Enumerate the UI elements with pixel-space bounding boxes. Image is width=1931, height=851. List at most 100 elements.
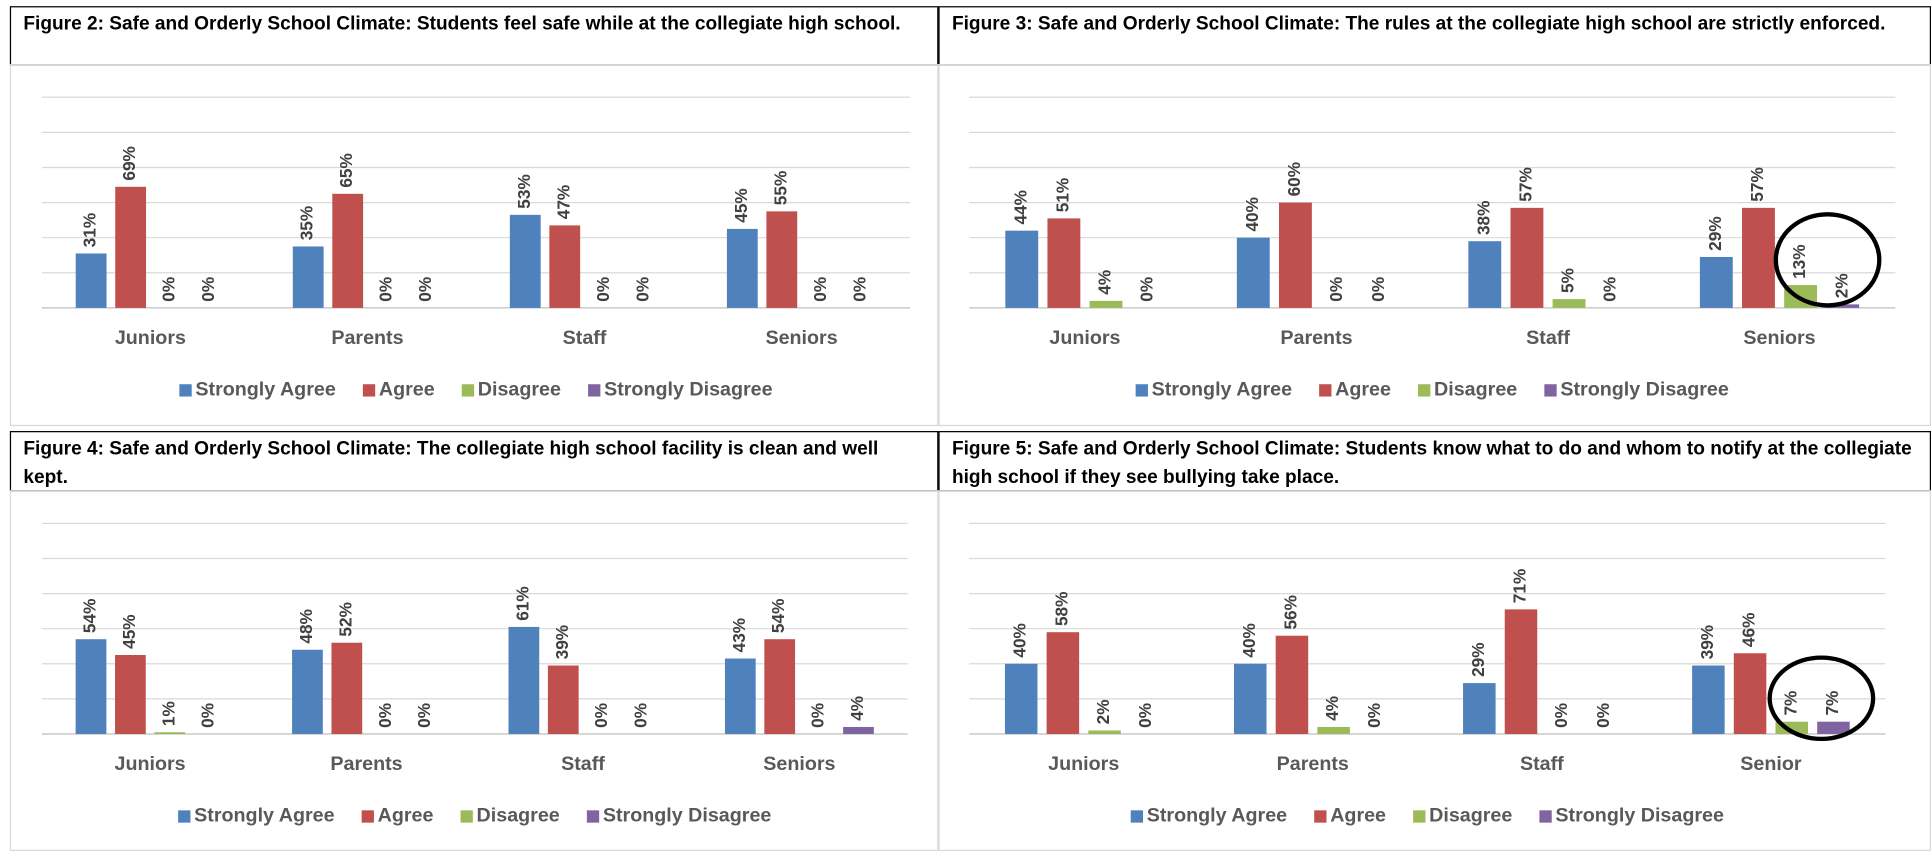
data-label: 69% [119, 146, 139, 181]
x-tick-label: Parents [331, 327, 403, 349]
data-label: 0% [1135, 703, 1155, 728]
data-label: 65% [336, 153, 356, 187]
bar [1463, 683, 1496, 734]
data-label: 0% [415, 277, 435, 302]
data-label: 0% [414, 703, 434, 728]
data-label: 44% [1010, 190, 1030, 225]
legend-label: Strongly Disagree [603, 805, 772, 827]
data-label: 29% [1705, 216, 1725, 251]
bar [764, 639, 796, 734]
legend-swatch [460, 810, 473, 823]
data-label: 53% [514, 174, 534, 208]
data-label: 0% [1593, 703, 1613, 728]
data-label: 4% [1322, 696, 1342, 721]
legend-label: Agree [378, 805, 434, 827]
bar [843, 726, 874, 734]
x-tick-label: Senior [1740, 753, 1802, 775]
x-tick-label: Parents [1277, 753, 1349, 775]
legend-label: Disagree [477, 805, 560, 827]
bar [1275, 635, 1309, 734]
bar [549, 225, 581, 308]
data-label: 0% [1137, 277, 1157, 302]
chart: Juniors 31% 69% 0% 0% Parents 35% 65% 0% 0% Staff 5… [41, 96, 911, 401]
data-label: 48% [296, 609, 316, 644]
data-label: 0% [1600, 277, 1620, 302]
bar [724, 658, 756, 734]
x-tick-label: Parents [330, 753, 402, 775]
bar [292, 649, 323, 734]
data-label: 0% [376, 277, 396, 302]
data-label: 54% [80, 599, 100, 634]
chart: Juniors 44% 51% 4% 0% Parents 40% 60% 0% 0% Staff 3… [969, 96, 1896, 401]
data-label: 56% [1280, 595, 1300, 630]
data-label: 57% [1515, 167, 1535, 201]
bar [1742, 207, 1775, 308]
bar [1233, 663, 1267, 734]
bar [1089, 300, 1123, 308]
data-label: 5% [1558, 268, 1578, 293]
legend-swatch [361, 810, 374, 823]
bar [1826, 304, 1860, 308]
legend-swatch [1314, 810, 1327, 823]
chart-panel: Juniors 31% 69% 0% 0% Parents 35% 65% 0% 0% Staff 5… [9, 64, 939, 427]
data-label: 0% [1326, 277, 1346, 302]
chart-panel: Juniors 54% 45% 1% 0% Parents 48% 52% 0% 0% Staff 6… [9, 490, 939, 851]
data-label: 60% [1284, 162, 1304, 196]
figure-title: Figure 3: Safe and Orderly School Climat… [938, 6, 1931, 66]
legend-swatch [1418, 384, 1431, 397]
data-label: 0% [591, 703, 611, 728]
bar [1817, 721, 1850, 734]
figure-title: Figure 4: Safe and Orderly School Climat… [9, 431, 939, 492]
data-label: 2% [1831, 273, 1851, 298]
bar [292, 246, 324, 308]
x-tick-label: Staff [1520, 753, 1564, 775]
legend-swatch [179, 384, 192, 397]
data-label: 40% [1242, 197, 1262, 231]
data-label: 13% [1789, 244, 1809, 279]
x-tick-label: Seniors [763, 753, 835, 775]
x-tick-label: Staff [561, 753, 605, 775]
bar [1005, 230, 1039, 308]
legend-label: Strongly Agree [194, 805, 334, 827]
data-label: 40% [1239, 623, 1259, 658]
bar [508, 626, 540, 734]
bar [1088, 730, 1121, 734]
data-label: 61% [512, 586, 532, 620]
data-label: 35% [297, 206, 317, 240]
bar [1692, 665, 1725, 734]
x-tick-label: Staff [563, 327, 607, 349]
legend-swatch [1135, 384, 1148, 397]
bar [154, 732, 186, 734]
data-label: 55% [770, 171, 790, 206]
chart: Juniors 54% 45% 1% 0% Parents 48% 52% 0% 0% Staff 6… [41, 522, 908, 827]
figure-title: Figure 5: Safe and Orderly School Climat… [938, 431, 1931, 492]
legend-label: Strongly Agree [1147, 805, 1287, 827]
data-label: 0% [1551, 703, 1571, 728]
data-label: 29% [1468, 642, 1488, 677]
highlight-circle [1773, 212, 1882, 308]
x-tick-label: Seniors [1743, 327, 1815, 349]
data-label: 7% [1822, 691, 1842, 716]
bar [331, 642, 363, 734]
data-label: 39% [1697, 625, 1717, 660]
data-label: 0% [849, 277, 869, 302]
data-label: 46% [1739, 613, 1759, 648]
legend-label: Strongly Disagree [1560, 379, 1729, 401]
data-label: 0% [593, 277, 613, 302]
data-label: 0% [198, 277, 218, 302]
bar [1504, 609, 1538, 734]
data-label: 71% [1510, 569, 1530, 604]
data-label: 38% [1473, 201, 1493, 235]
legend-swatch [461, 384, 475, 397]
data-label: 43% [729, 618, 749, 653]
bar [1278, 202, 1312, 308]
data-label: 0% [159, 277, 179, 302]
x-tick-label: Juniors [115, 753, 186, 775]
highlight-circle [1767, 655, 1876, 742]
legend-label: Disagree [478, 379, 561, 401]
bar [1468, 241, 1502, 308]
data-label: 7% [1780, 691, 1800, 716]
data-label: 45% [731, 188, 751, 223]
